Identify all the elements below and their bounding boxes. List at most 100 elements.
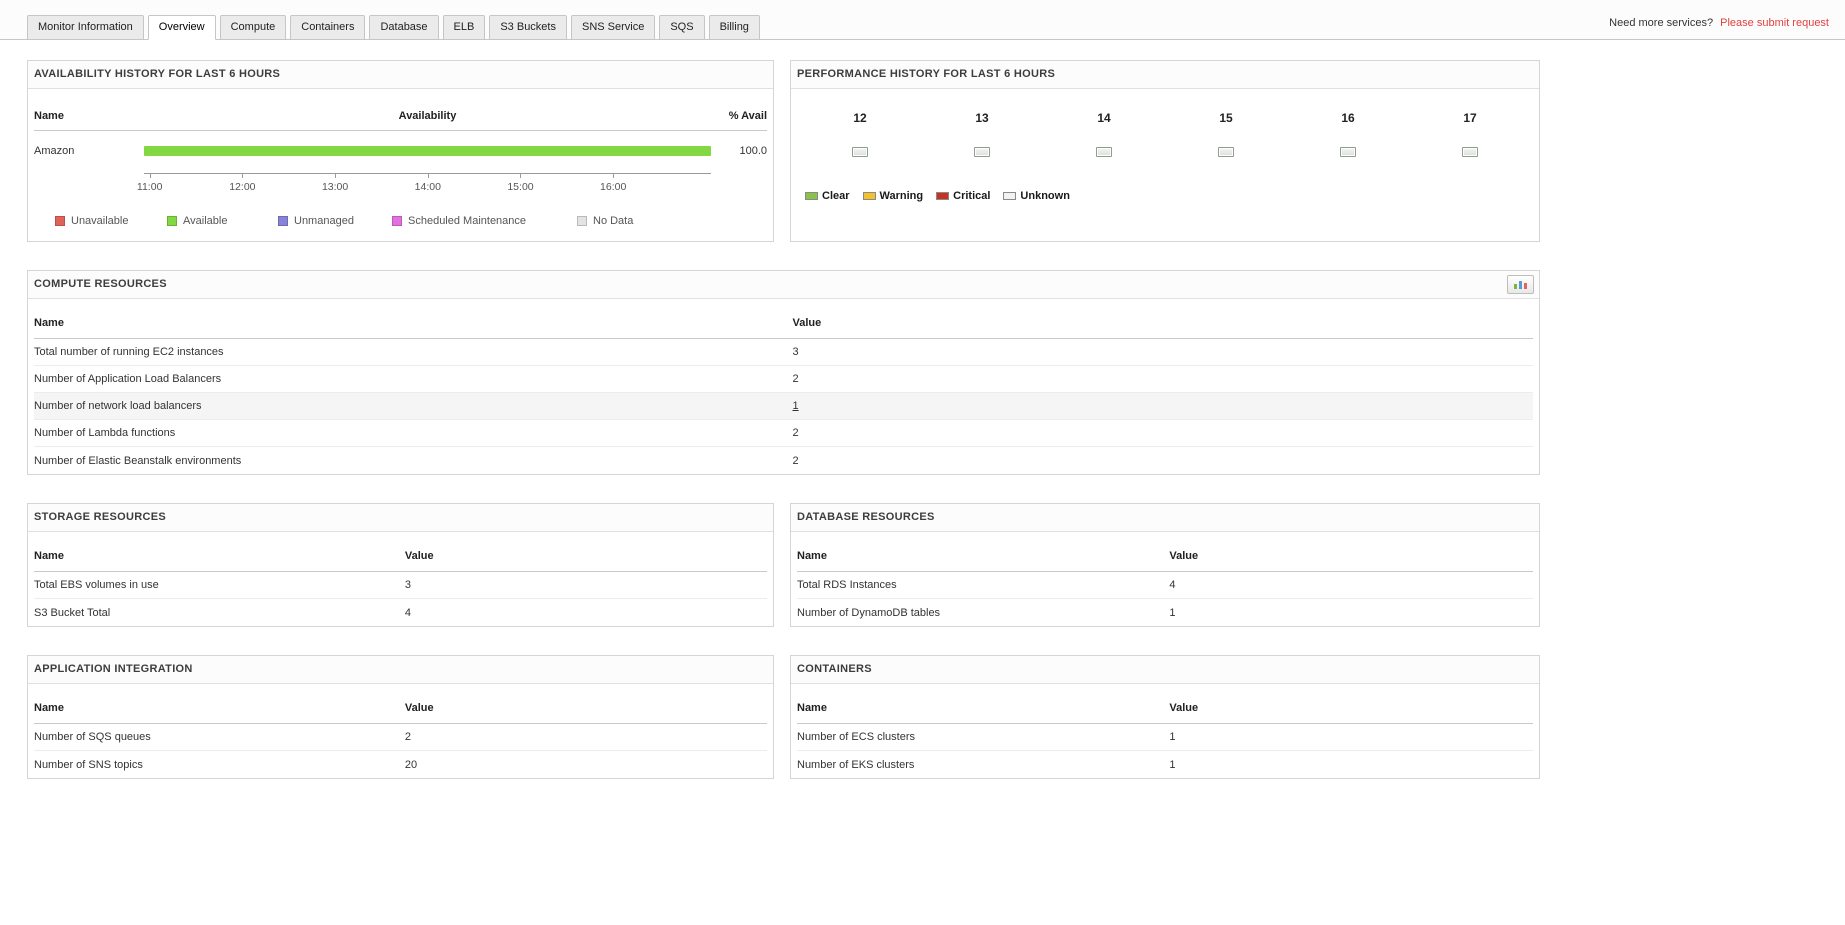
monitor-status-icon-unknown[interactable] bbox=[1462, 147, 1478, 157]
legend-item-unavailable: Unavailable bbox=[55, 215, 128, 227]
table-row: Number of network load balancers 1 bbox=[34, 393, 1533, 420]
monitor-status-icon-unknown[interactable] bbox=[852, 147, 868, 157]
table-row: Total number of running EC2 instances 3 bbox=[34, 339, 1533, 366]
tab-database[interactable]: Database bbox=[369, 15, 439, 40]
col-availability: Availability bbox=[398, 110, 457, 122]
tab-sqs[interactable]: SQS bbox=[659, 15, 705, 40]
availability-bar[interactable] bbox=[144, 146, 711, 156]
storage-table: Name Value Total EBS volumes in use 3 S3 Buc… bbox=[28, 532, 773, 626]
metric-name: Number of EKS clusters bbox=[797, 758, 915, 771]
hour-status-cell bbox=[1287, 147, 1409, 160]
hour-status-cell bbox=[1409, 147, 1531, 160]
available-color-swatch bbox=[167, 216, 177, 226]
metric-name: Number of ECS clusters bbox=[797, 731, 915, 743]
legend-item-unknown: Unknown bbox=[1003, 190, 1070, 202]
table-header-row: Name Value bbox=[34, 684, 767, 724]
legend-label: Critical bbox=[953, 190, 991, 202]
metric-name: Number of Application Load Balancers bbox=[34, 373, 222, 385]
application-integration-panel-title: APPLICATION INTEGRATION bbox=[28, 656, 773, 684]
compute-panel-header: COMPUTE RESOURCES bbox=[28, 271, 1539, 299]
col-value: Value bbox=[404, 702, 434, 714]
unavailable-color-swatch bbox=[55, 216, 65, 226]
monitor-status-icon-unknown[interactable] bbox=[1340, 147, 1356, 157]
hour-status-cell bbox=[1165, 147, 1287, 160]
legend-label: Available bbox=[183, 215, 228, 227]
monitor-status-icon-unknown[interactable] bbox=[974, 147, 990, 157]
tab-containers[interactable]: Containers bbox=[290, 15, 366, 40]
metric-value: 2 bbox=[404, 731, 412, 743]
axis-tick bbox=[149, 174, 151, 178]
metric-value[interactable]: 1 bbox=[792, 400, 799, 412]
metric-value: 2 bbox=[792, 427, 799, 439]
tab-overview[interactable]: Overview bbox=[147, 15, 216, 40]
axis-tick-label: 11:00 bbox=[136, 181, 163, 193]
metric-value: 2 bbox=[792, 454, 799, 467]
legend-label: No Data bbox=[593, 215, 634, 227]
axis-tick-label: 12:00 bbox=[229, 181, 256, 193]
metric-value: 1 bbox=[1169, 758, 1176, 771]
axis-tick bbox=[335, 174, 337, 178]
metric-name: Total EBS volumes in use bbox=[34, 579, 159, 591]
report-button[interactable] bbox=[1507, 275, 1534, 294]
metric-value: 1 bbox=[1169, 731, 1176, 743]
performance-panel: PERFORMANCE HISTORY FOR LAST 6 HOURS 12 1… bbox=[790, 60, 1540, 242]
tab-sns-service[interactable]: SNS Service bbox=[570, 15, 656, 40]
col-value: Value bbox=[404, 550, 434, 562]
storage-panel-title: STORAGE RESOURCES bbox=[28, 504, 773, 532]
metric-name: Total RDS Instances bbox=[797, 579, 897, 591]
database-panel-title: DATABASE RESOURCES bbox=[791, 504, 1539, 532]
performance-panel-title: PERFORMANCE HISTORY FOR LAST 6 HOURS bbox=[791, 61, 1539, 89]
col-name: Name bbox=[797, 550, 827, 562]
metric-name: Number of DynamoDB tables bbox=[797, 606, 941, 619]
metric-value: 4 bbox=[1169, 579, 1176, 591]
metric-value: 4 bbox=[404, 606, 412, 619]
hour-status-cell bbox=[921, 147, 1043, 160]
metric-value: 2 bbox=[792, 373, 799, 385]
monitor-status-icon-unknown[interactable] bbox=[1096, 147, 1112, 157]
main-content: AVAILABILITY HISTORY FOR LAST 6 HOURS Na… bbox=[0, 40, 1540, 779]
col-value: Value bbox=[1169, 702, 1199, 714]
tab-bar: Monitor Information Overview Compute Contai… bbox=[0, 0, 1845, 40]
hour-label: 16 bbox=[1341, 111, 1355, 125]
table-row: Number of ECS clusters 1 bbox=[797, 724, 1533, 751]
table-row: Number of SNS topics 20 bbox=[34, 751, 767, 778]
unmanaged-color-swatch bbox=[278, 216, 288, 226]
axis-tick-label: 14:00 bbox=[414, 181, 441, 193]
col-name: Name bbox=[34, 317, 64, 329]
tab-elb[interactable]: ELB bbox=[442, 15, 486, 40]
tab-compute[interactable]: Compute bbox=[219, 15, 287, 40]
axis-tick bbox=[613, 174, 615, 178]
legend-label: Unmanaged bbox=[294, 215, 354, 227]
table-header-row: Name Value bbox=[34, 299, 1533, 339]
monitor-status-icon-unknown[interactable] bbox=[1218, 147, 1234, 157]
legend-item-unmanaged: Unmanaged bbox=[278, 215, 354, 227]
axis-tick-label: 16:00 bbox=[600, 181, 627, 193]
containers-panel-title: CONTAINERS bbox=[791, 656, 1539, 684]
metric-name: Number of Lambda functions bbox=[34, 427, 176, 439]
warning-color-swatch bbox=[862, 192, 876, 200]
submit-request-link[interactable]: Please submit request bbox=[1720, 17, 1829, 29]
metric-name: Number of Elastic Beanstalk environments bbox=[34, 454, 242, 467]
metric-name: S3 Bucket Total bbox=[34, 606, 111, 619]
legend-label: Unavailable bbox=[71, 215, 129, 227]
legend-label: Unknown bbox=[1020, 190, 1070, 202]
no-data-color-swatch bbox=[577, 216, 587, 226]
metric-name: Number of SQS queues bbox=[34, 731, 151, 743]
need-more-services: Need more services? Please submit reques… bbox=[1609, 17, 1829, 39]
legend-item-clear: Clear bbox=[805, 190, 850, 202]
critical-color-swatch bbox=[936, 192, 950, 200]
storage-panel: STORAGE RESOURCES Name Value Total EBS vol… bbox=[27, 503, 774, 627]
table-header-row: Name Value bbox=[34, 532, 767, 572]
tab-monitor-information[interactable]: Monitor Information bbox=[27, 15, 144, 40]
hour-label: 15 bbox=[1219, 111, 1233, 125]
axis-tick bbox=[427, 174, 429, 178]
availability-table-header: Name Availability % Avail bbox=[34, 89, 767, 131]
tab-s3-buckets[interactable]: S3 Buckets bbox=[489, 15, 567, 40]
database-panel: DATABASE RESOURCES Name Value Total RDS In… bbox=[790, 503, 1540, 627]
hour-label: 12 bbox=[853, 111, 867, 125]
col-name: Name bbox=[34, 550, 64, 562]
table-row: S3 Bucket Total 4 bbox=[34, 599, 767, 626]
scheduled-maintenance-color-swatch bbox=[392, 216, 402, 226]
table-row: Number of SQS queues 2 bbox=[34, 724, 767, 751]
tab-billing[interactable]: Billing bbox=[708, 15, 760, 40]
